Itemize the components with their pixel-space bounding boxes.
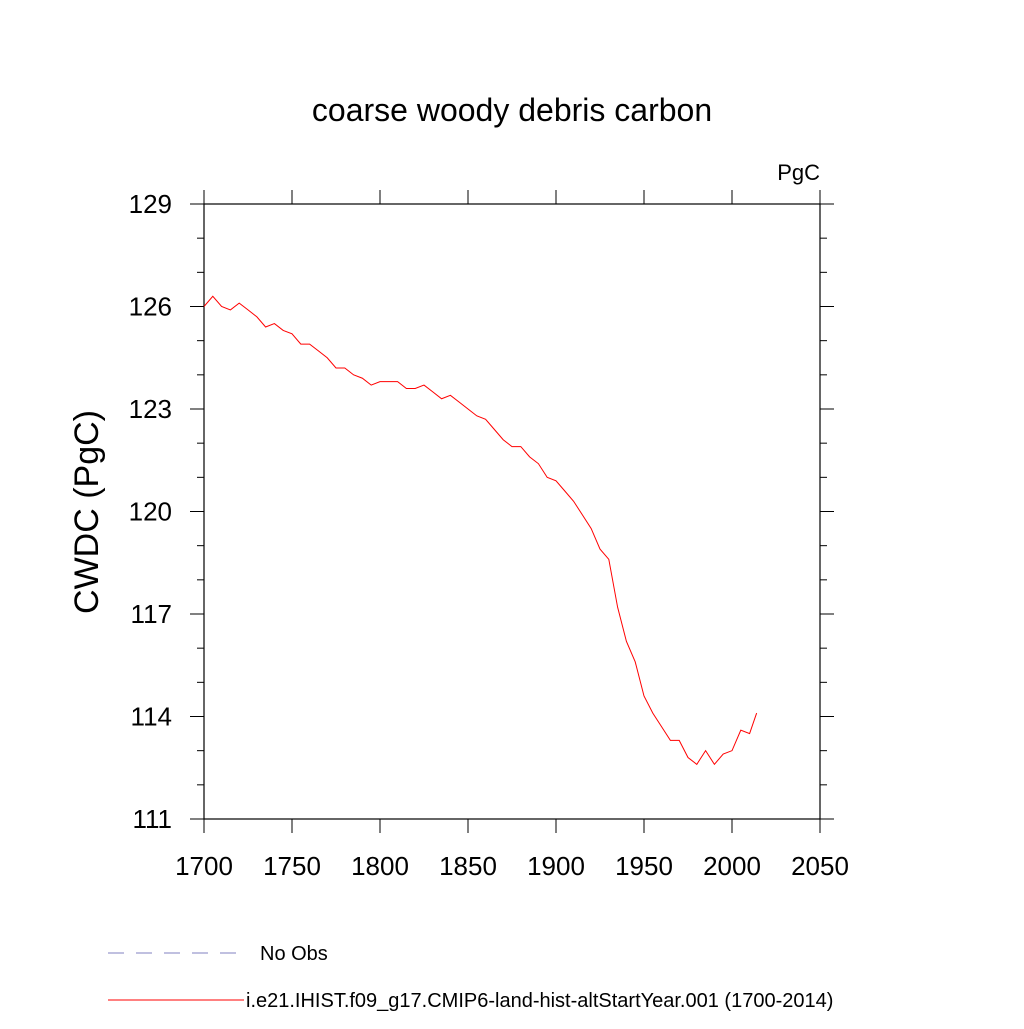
y-tick-label: 123 — [129, 394, 172, 424]
units-label: PgC — [777, 160, 820, 185]
plot-frame — [203, 203, 821, 820]
y-tick-label: 111 — [132, 804, 172, 834]
data-line — [203, 295, 758, 766]
y-tick-label: 114 — [131, 702, 172, 732]
x-tick-label: 1850 — [439, 851, 497, 881]
y-tick-label: 129 — [129, 189, 172, 219]
x-tick-label: 1700 — [175, 851, 233, 881]
x-tick-label: 2050 — [791, 851, 849, 881]
legend-label: No Obs — [260, 943, 328, 965]
x-tick-label: 1900 — [527, 851, 585, 881]
x-tick-label: 2000 — [703, 851, 761, 881]
y-tick-label: 120 — [129, 497, 172, 527]
legend-label: i.e21.IHIST.f09_g17.CMIP6-land-hist-altS… — [246, 990, 833, 1012]
y-axis-label: CWDC (PgC) — [68, 410, 106, 614]
y-tick-label: 126 — [129, 292, 172, 322]
chart-title: coarse woody debris carbon — [312, 92, 712, 128]
x-tick-label: 1950 — [615, 851, 673, 881]
x-tick-label: 1750 — [263, 851, 321, 881]
y-tick-label: 117 — [131, 599, 172, 629]
x-tick-label: 1800 — [351, 851, 409, 881]
